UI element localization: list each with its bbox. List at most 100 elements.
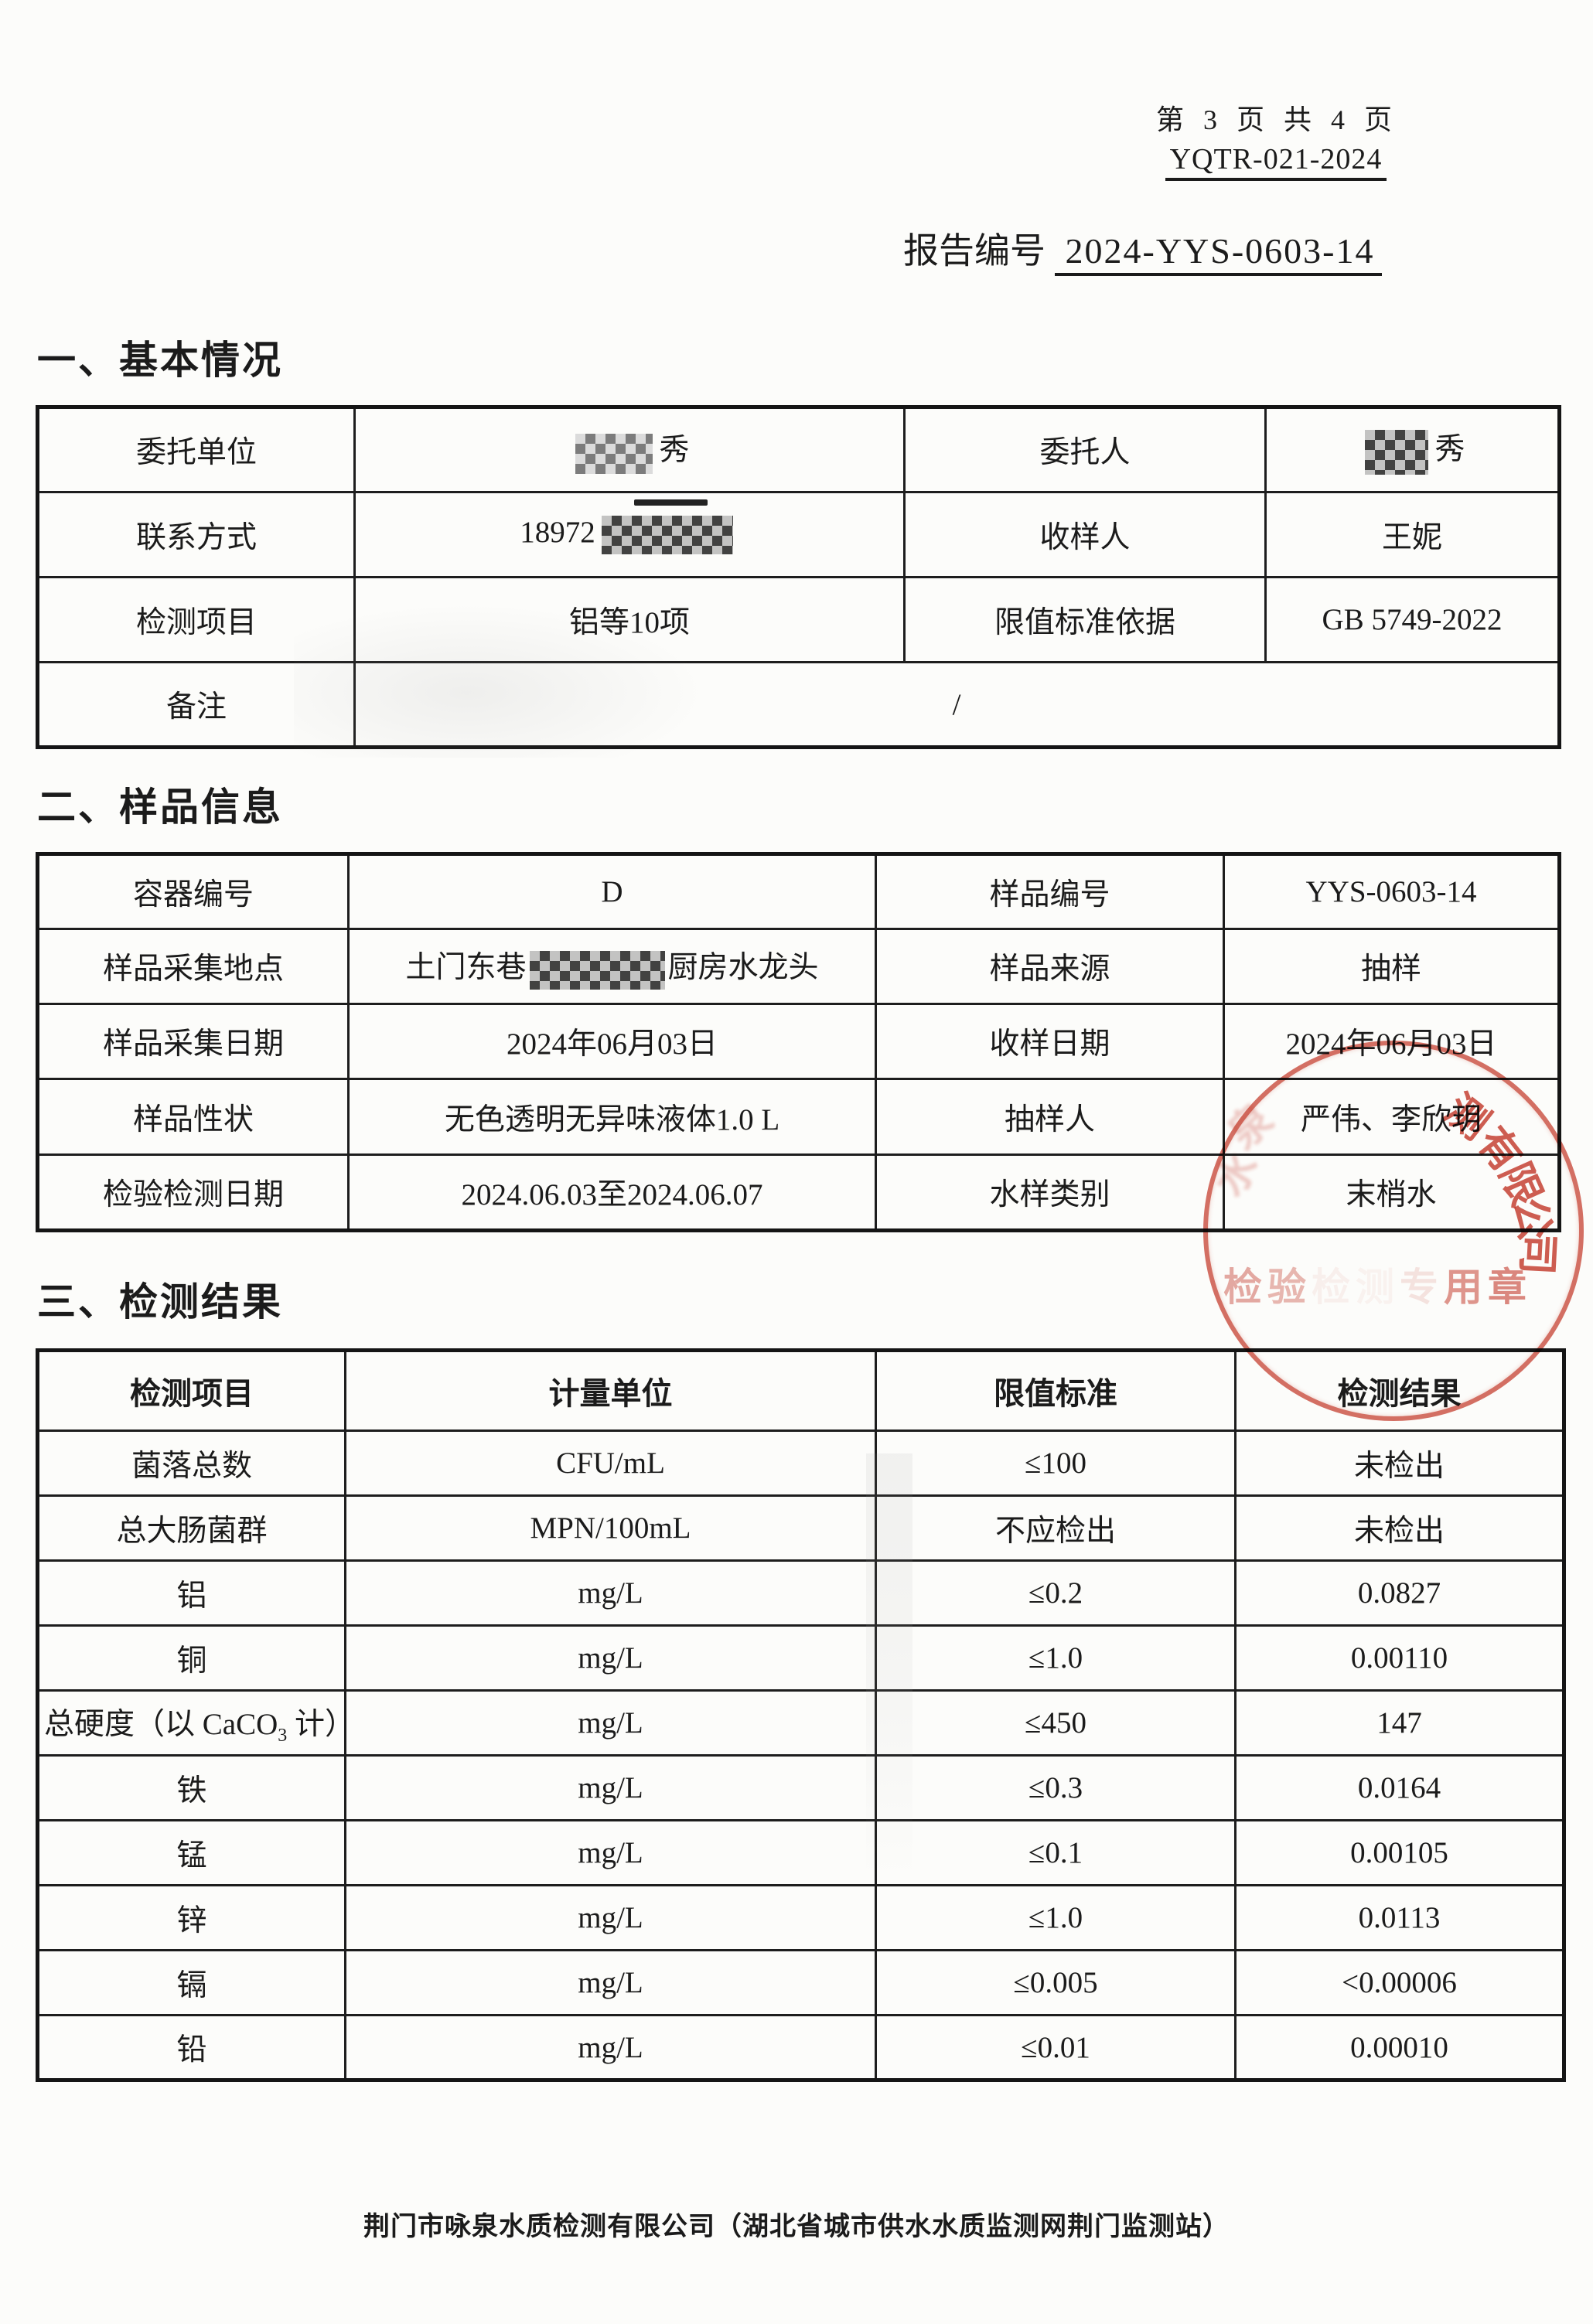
item-cell: 铅 <box>36 2014 346 2081</box>
column-header: 限值标准 <box>875 1349 1237 1432</box>
item-cell: 总大肠菌群 <box>36 1494 346 1562</box>
redaction-pixelation <box>529 951 665 990</box>
result-cell: 0.0164 <box>1234 1754 1565 1821</box>
phone-visible-text: 18972 <box>520 515 595 549</box>
label-cell: 样品采集地点 <box>36 928 350 1005</box>
receive-date-cell: 2024年06月03日 <box>1223 1003 1561 1080</box>
hardness-label-subscript: 3 <box>278 1725 288 1746</box>
item-cell: 铝 <box>36 1559 346 1627</box>
table-row: 联系方式 18972 收样人 王妮 <box>36 491 1561 578</box>
sample-character-cell: 无色透明无异味液体1.0 L <box>347 1078 877 1156</box>
table-row: 容器编号 D 样品编号 YYS-0603-14 <box>36 853 1561 930</box>
client-person-visible-text: 秀 <box>1434 432 1465 466</box>
table-row: 样品性状 无色透明无异味液体1.0 L 抽样人 严伟、李欣玥 <box>36 1078 1561 1156</box>
limit-cell: ≤0.3 <box>875 1754 1237 1821</box>
label-cell: 水样类别 <box>875 1153 1225 1232</box>
unit-cell: mg/L <box>344 1559 877 1627</box>
result-cell: 0.00105 <box>1234 1819 1565 1886</box>
scan-artifact-dash <box>634 499 708 506</box>
unit-cell: mg/L <box>344 1754 877 1821</box>
page-header-block: 第 3 页 共 4 页 YQTR-021-2024 <box>1156 97 1396 181</box>
label-cell: 样品性状 <box>36 1078 350 1156</box>
report-number-value: 2024-YYS-0603-14 <box>1054 231 1383 276</box>
seal-arc-char: 司 <box>1513 1232 1562 1276</box>
label-cell: 委托单位 <box>36 406 356 493</box>
site-prefix-text: 土门东巷 <box>405 950 527 984</box>
column-header: 计量单位 <box>344 1349 877 1432</box>
standard-basis-cell: GB 5749-2022 <box>1264 576 1561 663</box>
results-table: 检测项目 计量单位 限值标准 检测结果 菌落总数 CFU/mL ≤100 未检出… <box>36 1348 1566 2082</box>
sample-no-cell: YYS-0603-14 <box>1223 853 1561 930</box>
client-unit-cell: 秀 <box>353 406 906 493</box>
sample-receiver-cell: 王妮 <box>1264 491 1561 578</box>
limit-cell: ≤0.01 <box>875 2014 1237 2081</box>
section-title-sample-info: 二、样品信息 <box>37 785 283 829</box>
item-cell: 铜 <box>36 1624 346 1692</box>
redaction-pixelation <box>601 516 733 555</box>
collection-site-cell: 土门东巷 厨房水龙头 <box>347 928 877 1005</box>
limit-cell: 不应检出 <box>875 1494 1237 1562</box>
label-cell: 限值标准依据 <box>903 576 1267 663</box>
item-cell: 锌 <box>36 1884 346 1951</box>
table-row: 铝 mg/L ≤0.2 0.0827 <box>36 1559 1565 1627</box>
unit-cell: mg/L <box>344 1624 877 1692</box>
table-row: 镉 mg/L ≤0.005 <0.00006 <box>36 1949 1565 2016</box>
label-cell: 联系方式 <box>36 491 356 578</box>
label-cell: 备注 <box>36 661 356 748</box>
column-header: 检测结果 <box>1234 1349 1565 1432</box>
limit-cell: ≤450 <box>875 1689 1237 1757</box>
limit-cell: ≤100 <box>875 1429 1237 1497</box>
column-header: 检测项目 <box>36 1349 346 1432</box>
basic-info-table: 委托单位 秀 委托人 秀 联系方式 18972 收样人 王妮 检测项目 铝等10… <box>36 405 1561 749</box>
result-cell: 未检出 <box>1234 1429 1565 1497</box>
phone-cell: 18972 <box>353 491 906 578</box>
site-suffix-text: 厨房水龙头 <box>667 950 819 984</box>
section-title-results: 三、检测结果 <box>37 1280 283 1324</box>
seal-inner-char: 专 <box>1400 1266 1438 1309</box>
report-number-label: 报告编号 <box>903 231 1046 271</box>
collection-date-cell: 2024年06月03日 <box>347 1003 877 1080</box>
test-date-range-cell: 2024.06.03至2024.06.07 <box>347 1153 877 1232</box>
unit-cell: MPN/100mL <box>344 1494 877 1562</box>
hardness-label-prefix: 总硬度（以 CaCO <box>44 1707 278 1741</box>
sample-source-cell: 抽样 <box>1223 928 1561 1005</box>
client-person-cell: 秀 <box>1264 406 1561 493</box>
result-cell: 0.00010 <box>1234 2014 1565 2081</box>
redaction-pixelation <box>1365 430 1429 475</box>
unit-cell: mg/L <box>344 1689 877 1757</box>
table-row: 备注 / <box>36 661 1561 748</box>
label-cell: 收样人 <box>903 491 1267 578</box>
test-items-cell: 铝等10项 <box>353 576 906 663</box>
label-cell: 委托人 <box>903 406 1267 493</box>
seal-inner-char: 检 <box>1312 1266 1350 1309</box>
doc-number: YQTR-021-2024 <box>1165 142 1387 181</box>
water-type-cell: 末梢水 <box>1223 1153 1561 1232</box>
table-row: 样品采集日期 2024年06月03日 收样日期 2024年06月03日 <box>36 1003 1561 1080</box>
client-unit-visible-text: 秀 <box>659 434 690 468</box>
results-header-row: 检测项目 计量单位 限值标准 检测结果 <box>36 1349 1565 1432</box>
unit-cell: mg/L <box>344 1949 877 2016</box>
seal-inner-char: 章 <box>1488 1266 1526 1309</box>
unit-cell: CFU/mL <box>344 1429 877 1497</box>
remark-cell: / <box>353 661 1561 748</box>
table-row: 总大肠菌群 MPN/100mL 不应检出 未检出 <box>36 1494 1565 1562</box>
item-cell: 菌落总数 <box>36 1429 346 1497</box>
seal-inner-char: 检 <box>1223 1266 1262 1309</box>
label-cell: 收样日期 <box>875 1003 1225 1080</box>
table-row: 检测项目 铝等10项 限值标准依据 GB 5749-2022 <box>36 576 1561 663</box>
item-cell: 总硬度（以 CaCO3 计） <box>36 1689 346 1757</box>
table-row: 总硬度（以 CaCO3 计） mg/L ≤450 147 <box>36 1689 1565 1757</box>
container-no-cell: D <box>347 853 877 930</box>
label-cell: 检验检测日期 <box>36 1153 350 1232</box>
result-cell: <0.00006 <box>1234 1949 1565 2016</box>
table-row: 锰 mg/L ≤0.1 0.00105 <box>36 1819 1565 1886</box>
unit-cell: mg/L <box>344 1884 877 1951</box>
seal-inner-char: 测 <box>1356 1266 1394 1309</box>
table-row: 菌落总数 CFU/mL ≤100 未检出 <box>36 1429 1565 1497</box>
footer-company-line: 荆门市咏泉水质检测有限公司（湖北省城市供水水质监测网荆门监测站） <box>363 2213 1230 2241</box>
sample-info-table: 容器编号 D 样品编号 YYS-0603-14 样品采集地点 土门东巷 厨房水龙头… <box>36 852 1561 1232</box>
limit-cell: ≤0.2 <box>875 1559 1237 1627</box>
table-row: 铁 mg/L ≤0.3 0.0164 <box>36 1754 1565 1821</box>
limit-cell: ≤1.0 <box>875 1624 1237 1692</box>
